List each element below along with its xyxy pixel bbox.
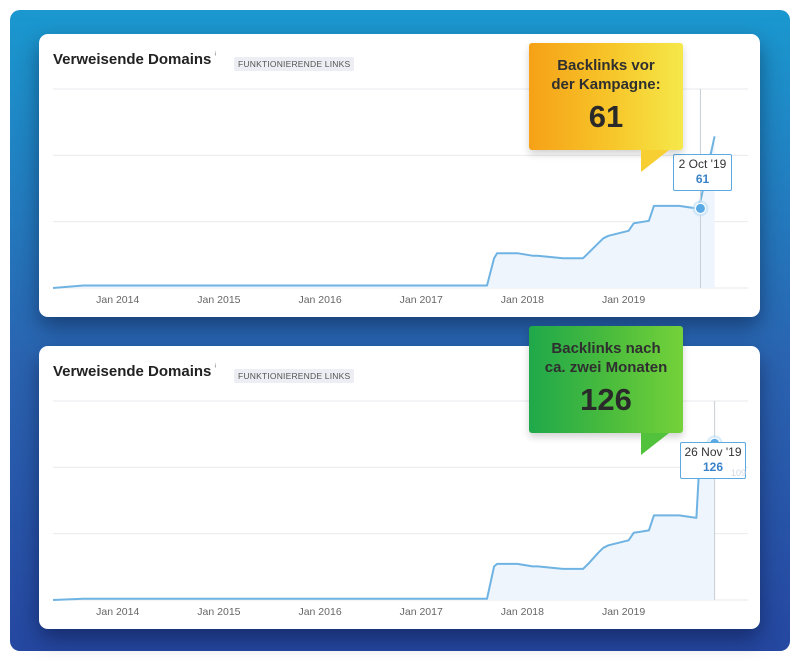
tooltip-value: 126 xyxy=(702,460,724,474)
x-tick-label: Jan 2018 xyxy=(501,294,544,306)
tooltip-value: 61 xyxy=(695,172,710,186)
series-line xyxy=(52,442,715,601)
x-tick-label: Jan 2015 xyxy=(197,294,240,306)
x-tick-label: Jan 2017 xyxy=(400,606,443,618)
x-tick-label: Jan 2019 xyxy=(602,294,645,306)
x-tick-label: Jan 2019 xyxy=(602,606,645,618)
tooltip-date: 2 Oct '19 xyxy=(678,157,727,171)
highlight-point xyxy=(694,202,706,214)
callout-before-campaign: Backlinks vor der Kampagne: 61 xyxy=(529,43,683,172)
callout-line-2: der Kampagne: xyxy=(551,76,661,93)
card-title: Verweisende Domains ⁱ xyxy=(53,363,217,380)
callout-value: 61 xyxy=(588,99,624,134)
chart-tooltip: 26 Nov '19 126 xyxy=(680,442,746,479)
x-tick-label: Jan 2014 xyxy=(96,294,139,306)
referring-domains-chart: Jan 2014 Jan 2015 Jan 2016 Jan 2017 Jan 2018… xyxy=(52,88,748,306)
callout-line-1: Backlinks nach xyxy=(551,340,661,357)
card-title: Verweisende Domains ⁱ xyxy=(53,51,217,68)
info-icon[interactable]: ⁱ xyxy=(214,51,217,62)
callout-line-2: ca. zwei Monaten xyxy=(544,359,668,376)
x-tick-label: Jan 2016 xyxy=(298,606,341,618)
x-tick-label: Jan 2014 xyxy=(96,606,139,618)
callout-after-two-months: Backlinks nach ca. zwei Monaten 126 xyxy=(529,326,683,455)
x-tick-label: Jan 2018 xyxy=(501,606,544,618)
x-tick-label: Jan 2015 xyxy=(197,606,240,618)
series-line xyxy=(52,136,716,289)
chart-tooltip: 2 Oct '19 61 xyxy=(673,154,732,191)
faded-axis-label: 109 xyxy=(731,468,747,478)
callout-value: 126 xyxy=(580,382,632,417)
links-filter-tag[interactable]: FUNKTIONIERENDE LINKS xyxy=(234,369,355,383)
callout-line-1: Backlinks vor xyxy=(557,57,655,74)
info-icon[interactable]: ⁱ xyxy=(214,363,217,374)
x-tick-label: Jan 2016 xyxy=(298,294,341,306)
x-tick-label: Jan 2017 xyxy=(400,294,443,306)
links-filter-tag[interactable]: FUNKTIONIERENDE LINKS xyxy=(234,57,355,71)
series-area xyxy=(53,443,715,600)
series-area xyxy=(53,136,715,288)
tooltip-date: 26 Nov '19 xyxy=(684,445,742,459)
